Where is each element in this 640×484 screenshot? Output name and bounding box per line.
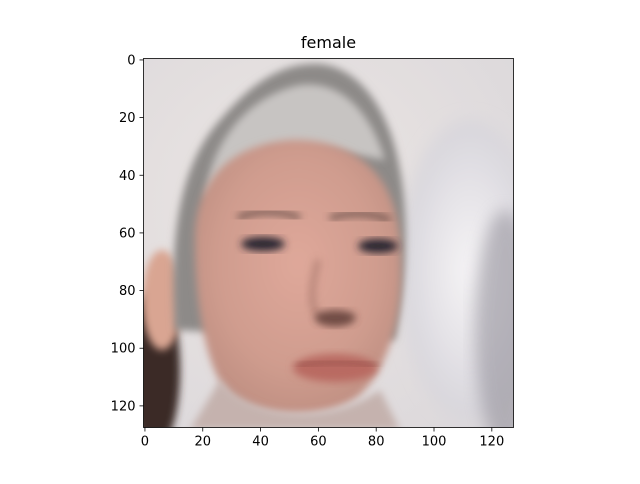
y-tick-label: 120: [111, 399, 136, 414]
x-tick-label: 100: [422, 435, 447, 450]
y-tick-label: 0: [127, 53, 135, 68]
x-tick-label: 0: [141, 435, 149, 450]
axes-frame: [143, 58, 514, 428]
x-tick-label: 80: [368, 435, 385, 450]
y-tick-label: 100: [111, 342, 136, 357]
face-image: [143, 58, 514, 428]
y-tick-label: 60: [119, 226, 136, 241]
y-tick-label: 80: [119, 284, 136, 299]
x-tick-label: 60: [310, 435, 327, 450]
y-axis: 0 20 40 60 80 100 120: [111, 53, 144, 414]
x-axis: 0 20 40 60 80 100 120: [141, 427, 504, 450]
x-tick-label: 120: [479, 435, 504, 450]
y-tick-label: 20: [119, 111, 136, 126]
y-tick-label: 40: [119, 169, 136, 184]
x-tick-label: 40: [252, 435, 269, 450]
chart-title: female: [301, 33, 356, 52]
x-tick-label: 20: [194, 435, 211, 450]
